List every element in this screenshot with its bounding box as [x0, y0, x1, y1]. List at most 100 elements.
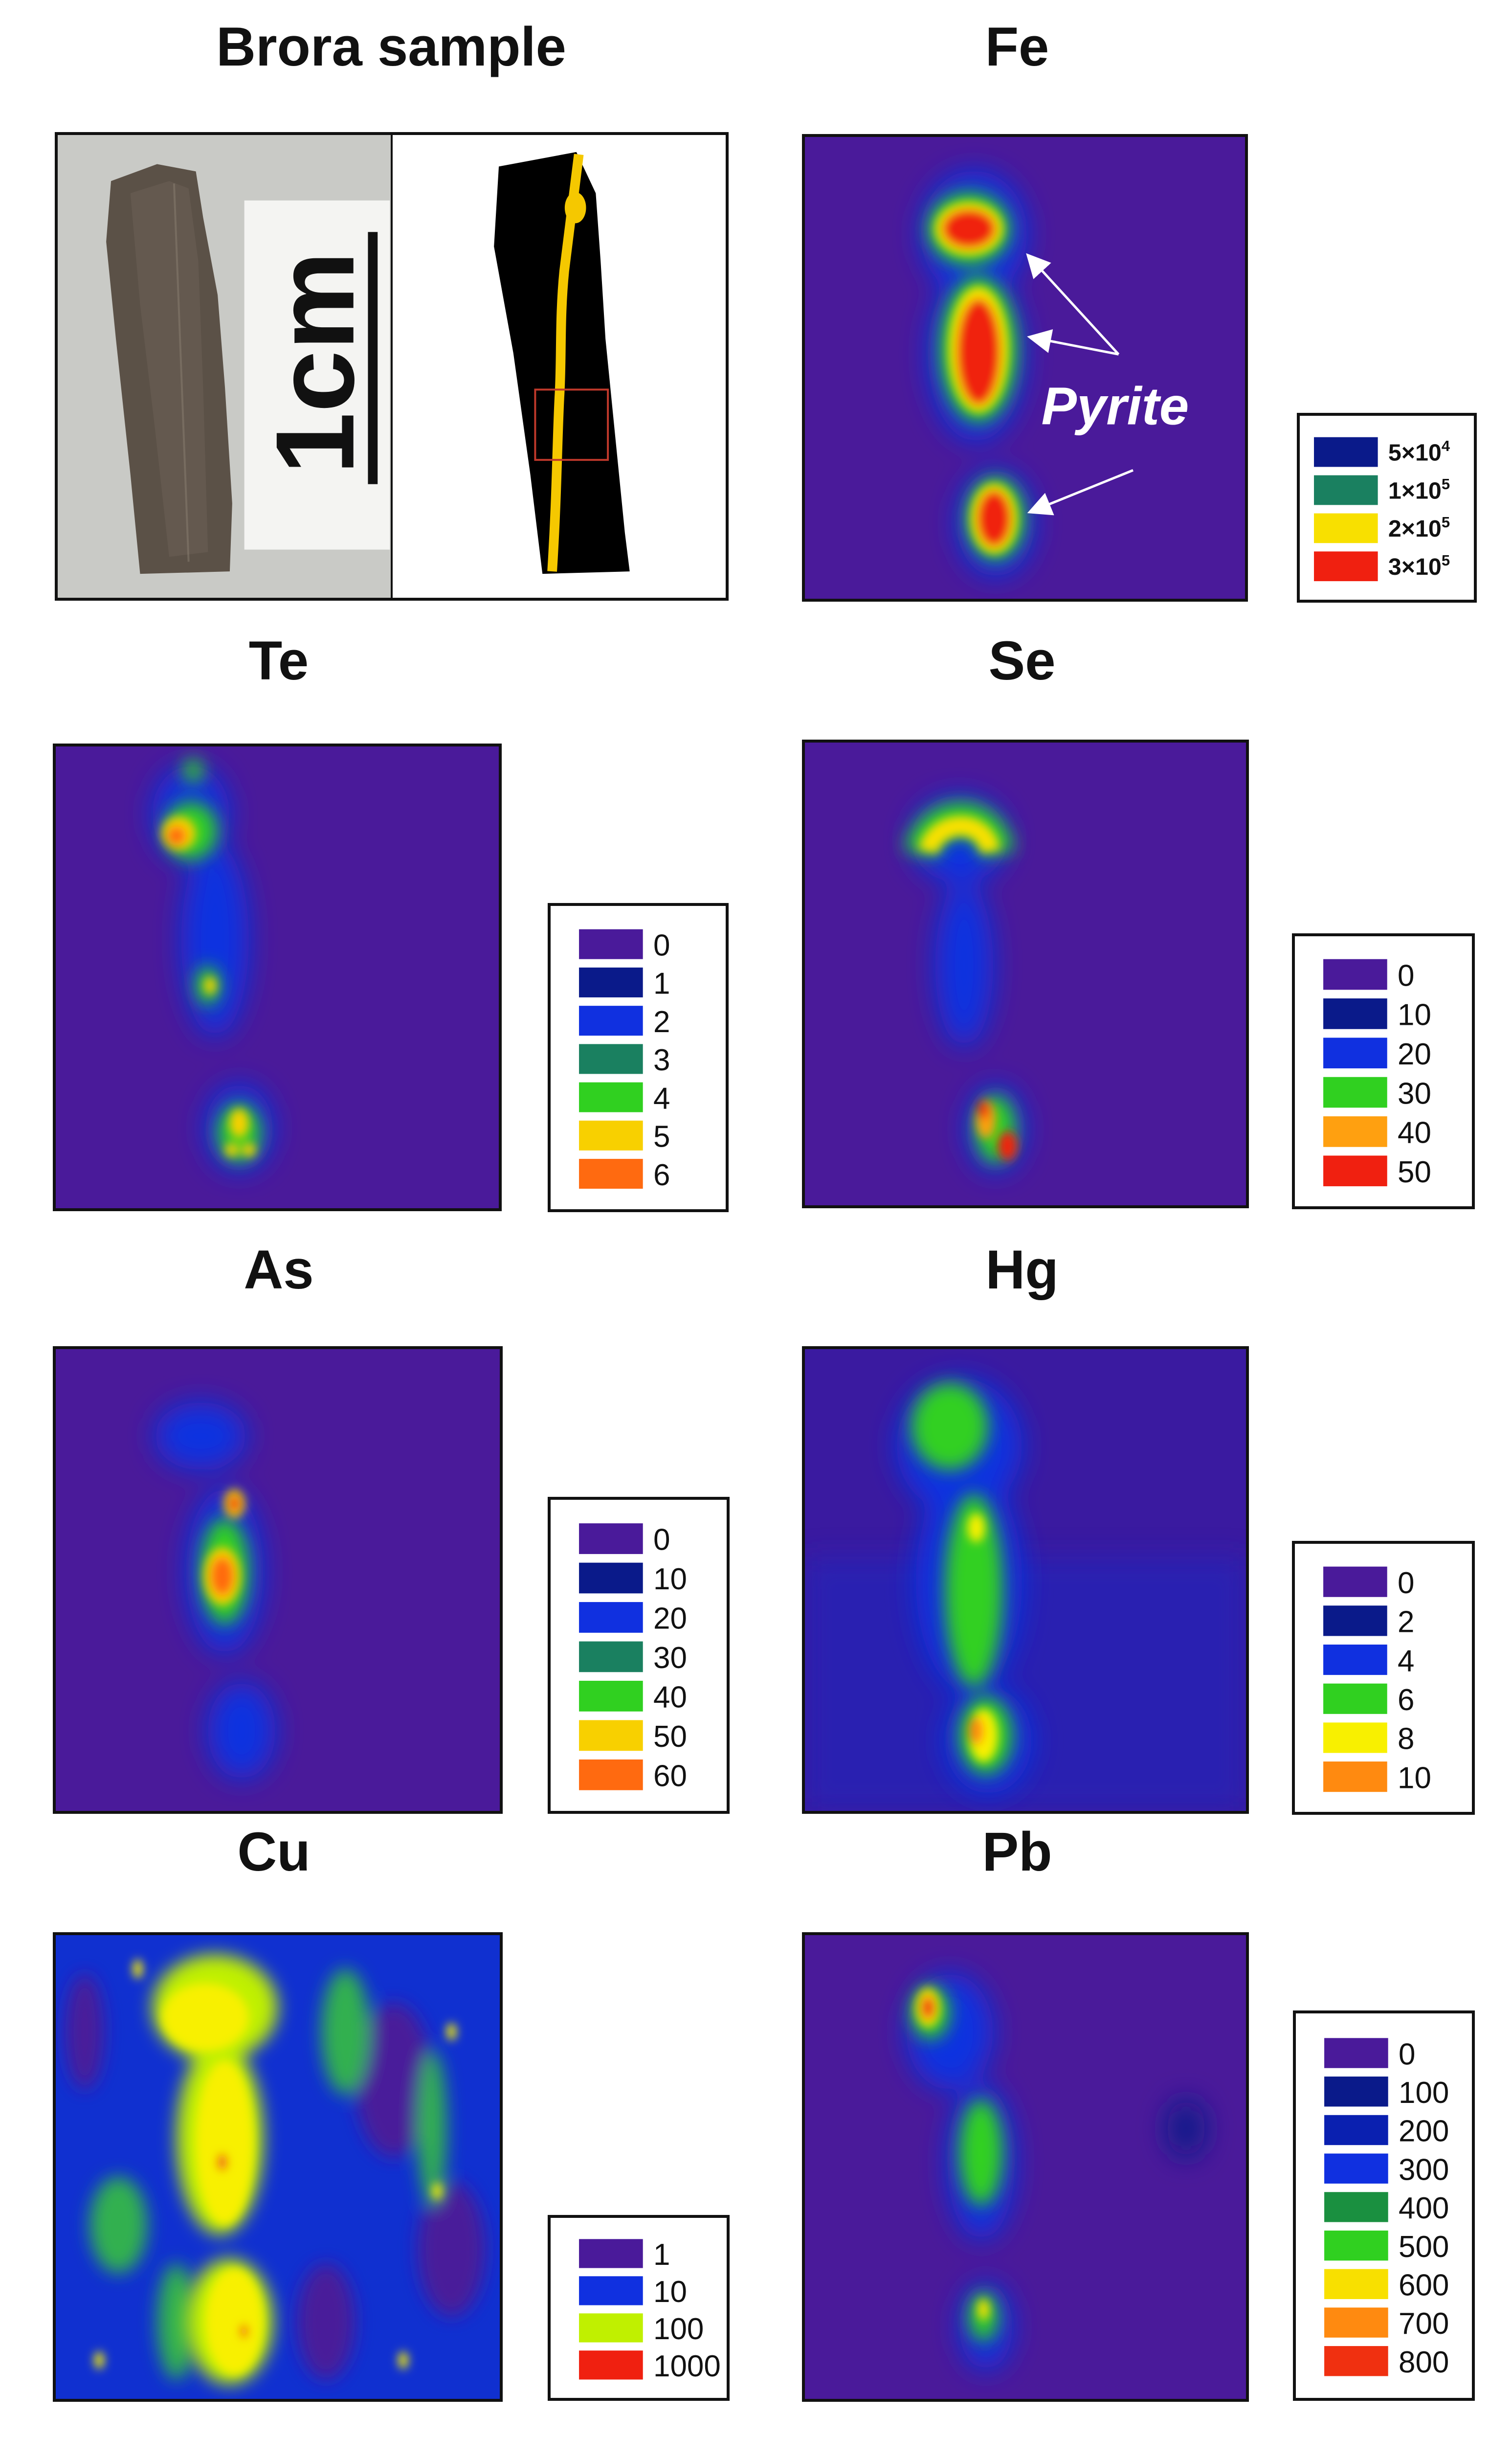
- fe-legend-swatch-0: [1314, 437, 1378, 467]
- cu-legend-label-3: 1000: [653, 2349, 721, 2383]
- as-legend-swatch-1: [579, 1562, 643, 1594]
- pb-legend-label-6: 600: [1399, 2269, 1449, 2303]
- pb-legend-swatch-6: [1324, 2269, 1388, 2300]
- te-legend-label-5: 5: [653, 1120, 670, 1154]
- te-legend-swatch-3: [579, 1044, 643, 1074]
- fe-legend-label-3: 3×105: [1388, 552, 1450, 580]
- se-legend-label-3: 30: [1398, 1077, 1431, 1110]
- se-legend-swatch-0: [1323, 959, 1387, 990]
- te-map: [53, 744, 502, 1211]
- te-legend-label-4: 4: [653, 1082, 670, 1115]
- fe-legend-exponent-0: 4: [1442, 437, 1450, 454]
- as-legend-label-2: 20: [653, 1602, 687, 1636]
- pb-legend-label-7: 700: [1399, 2307, 1449, 2341]
- fe-legend-exponent-1: 5: [1442, 475, 1450, 493]
- hg-legend-label-4: 8: [1398, 1722, 1414, 1756]
- hg-legend-swatch-4: [1323, 1722, 1387, 1753]
- hg-legend-swatch-5: [1323, 1761, 1387, 1792]
- as-legend-swatch-3: [579, 1641, 643, 1672]
- title-fe: Fe: [985, 16, 1049, 77]
- se-legend-swatch-2: [1323, 1038, 1387, 1069]
- hg-legend-label-0: 0: [1398, 1566, 1414, 1600]
- se-map: [802, 740, 1249, 1208]
- cu-legend-label-0: 1: [653, 2238, 670, 2272]
- cu-legend: 1 10 100 1000: [548, 2215, 730, 2401]
- pb-legend-label-2: 200: [1399, 2115, 1449, 2148]
- pb-legend-label-5: 500: [1399, 2230, 1449, 2264]
- hg-legend-label-3: 6: [1398, 1683, 1414, 1717]
- te-legend-label-3: 3: [653, 1043, 670, 1077]
- pb-legend-label-4: 400: [1399, 2191, 1449, 2225]
- pb-legend-label-0: 0: [1399, 2037, 1415, 2071]
- as-map: [53, 1346, 503, 1814]
- title-pb: Pb: [982, 1821, 1052, 1882]
- te-legend-swatch-2: [579, 1006, 643, 1036]
- as-legend-label-0: 0: [653, 1523, 670, 1557]
- te-legend-swatch-0: [579, 929, 643, 959]
- fe-legend-swatch-1: [1314, 475, 1378, 505]
- pb-legend-label-8: 800: [1399, 2346, 1449, 2379]
- hg-map: [802, 1346, 1249, 1814]
- pb-legend-swatch-7: [1324, 2307, 1388, 2338]
- as-legend-swatch-4: [579, 1680, 643, 1712]
- as-legend-swatch-2: [579, 1602, 643, 1633]
- cu-legend-swatch-2: [579, 2313, 643, 2343]
- pyrite-annotation: Pyrite: [1042, 377, 1189, 436]
- hg-legend-swatch-2: [1323, 1644, 1387, 1675]
- title-cu: Cu: [237, 1821, 311, 1882]
- fe-legend-label-1: 1×105: [1388, 475, 1450, 504]
- se-legend: 0 10 20 30 40 50: [1292, 933, 1475, 1209]
- hg-legend: 0 2 4 6 8 10: [1292, 1541, 1475, 1815]
- cu-legend-swatch-3: [579, 2350, 643, 2380]
- hg-legend-label-2: 4: [1398, 1644, 1414, 1678]
- as-legend-swatch-0: [579, 1523, 643, 1554]
- te-legend: 0 1 2 3 4 5 6: [548, 903, 729, 1212]
- se-legend-swatch-1: [1323, 998, 1387, 1029]
- pb-legend-swatch-1: [1324, 2077, 1388, 2107]
- se-legend-swatch-4: [1323, 1116, 1387, 1147]
- hg-legend-swatch-3: [1323, 1683, 1387, 1714]
- se-legend-label-1: 10: [1398, 998, 1431, 1032]
- fe-legend-label-2: 2×105: [1388, 514, 1450, 542]
- hg-legend-swatch-0: [1323, 1566, 1387, 1597]
- cu-legend-swatch-0: [579, 2239, 643, 2268]
- fe-map: Pyrite: [802, 134, 1248, 602]
- sample-photo-panel: 1cm: [55, 132, 729, 601]
- title-hg: Hg: [985, 1239, 1059, 1300]
- scale-card: [244, 200, 390, 550]
- fe-legend-swatch-3: [1314, 551, 1378, 582]
- as-legend-label-4: 40: [653, 1681, 687, 1715]
- te-legend-swatch-4: [579, 1082, 643, 1112]
- title-se: Se: [988, 630, 1056, 691]
- pb-legend-label-3: 300: [1399, 2153, 1449, 2187]
- title-te: Te: [248, 630, 309, 691]
- as-legend: 0 10 20 30 40 50 60: [548, 1497, 730, 1814]
- te-legend-label-1: 1: [653, 967, 670, 1001]
- te-legend-swatch-5: [579, 1120, 643, 1151]
- as-legend-swatch-5: [579, 1720, 643, 1751]
- se-legend-swatch-5: [1323, 1155, 1387, 1187]
- te-legend-label-6: 6: [653, 1158, 670, 1192]
- fe-legend: 5×104 1×105 2×105 3×105: [1297, 413, 1477, 603]
- cu-map: [53, 1932, 503, 2402]
- as-legend-label-5: 50: [653, 1720, 687, 1754]
- as-legend-swatch-6: [579, 1759, 643, 1790]
- pb-legend-label-1: 100: [1399, 2076, 1449, 2110]
- pb-legend-swatch-2: [1324, 2115, 1388, 2145]
- pb-legend-swatch-0: [1324, 2038, 1388, 2068]
- scale-label: 1cm: [253, 251, 378, 474]
- pb-legend-swatch-8: [1324, 2346, 1388, 2376]
- te-legend-swatch-1: [579, 967, 643, 997]
- fe-legend-label-0: 5×104: [1388, 437, 1450, 466]
- cu-legend-label-2: 100: [653, 2312, 704, 2346]
- as-legend-label-6: 60: [653, 1760, 687, 1793]
- as-legend-label-3: 30: [653, 1641, 687, 1675]
- te-legend-swatch-6: [579, 1159, 643, 1189]
- title-brora-sample: Brora sample: [216, 16, 566, 77]
- fe-legend-swatch-2: [1314, 513, 1378, 543]
- fe-legend-exponent-3: 5: [1442, 552, 1450, 569]
- se-legend-label-0: 0: [1398, 959, 1414, 993]
- as-legend-label-1: 10: [653, 1562, 687, 1596]
- se-legend-label-2: 20: [1398, 1038, 1431, 1071]
- analysis-area-box: [534, 388, 609, 461]
